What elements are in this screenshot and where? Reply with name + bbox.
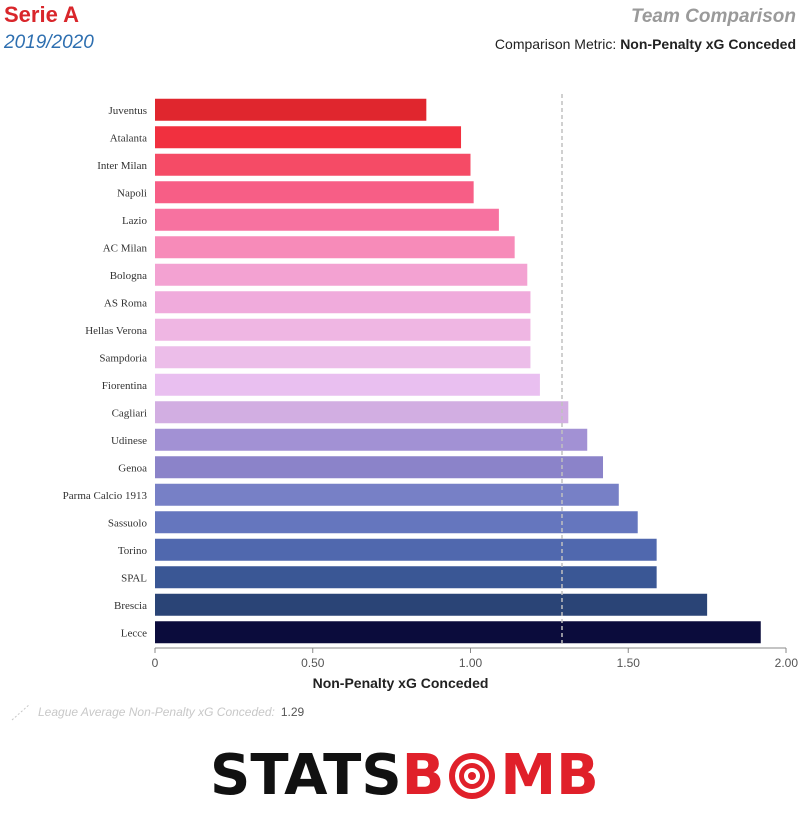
team-label: Lazio <box>122 215 148 227</box>
team-label: SPAL <box>121 572 147 584</box>
team-label: Fiorentina <box>102 380 147 392</box>
x-tick-label: 1.50 <box>617 656 641 670</box>
target-icon <box>449 753 496 799</box>
league-title: Serie A <box>4 2 80 27</box>
team-label: Udinese <box>111 435 147 447</box>
bar-sassuolo <box>155 511 638 534</box>
logo-letters-mb: MB <box>500 743 599 808</box>
team-label: Lecce <box>121 627 147 639</box>
team-label: Torino <box>118 545 148 557</box>
x-tick-label: 0.50 <box>301 656 325 670</box>
average-label: League Average Non-Penalty xG Conceded: <box>38 705 275 719</box>
bar-inter-milan <box>155 153 471 176</box>
bar-spal <box>155 566 657 589</box>
metric-prefix: Comparison Metric: <box>494 36 617 52</box>
bar-atalanta <box>155 126 462 149</box>
team-label: Bologna <box>110 270 147 282</box>
average-value: 1.29 <box>280 705 305 719</box>
bar-bologna <box>155 263 528 286</box>
metric-value: Non-Penalty xG Conceded <box>620 36 796 52</box>
bar-genoa <box>155 456 604 479</box>
team-label: Sampdoria <box>99 352 147 364</box>
bar-torino <box>155 538 657 561</box>
team-label: Sassuolo <box>108 517 148 529</box>
team-label: Brescia <box>114 600 147 612</box>
bar-brescia <box>155 593 708 616</box>
x-tick-label: 0 <box>152 656 159 670</box>
season-label: 2019/2020 <box>4 32 94 53</box>
x-tick-label: 1.00 <box>459 656 483 670</box>
bar-cagliari <box>155 401 569 424</box>
team-label: Atalanta <box>110 132 147 144</box>
bar-parma-calcio-1913 <box>155 483 619 506</box>
bar-chart: Juventus Atalanta Inter Milan Napoli Lazio AC… <box>63 94 799 691</box>
team-label: Hellas Verona <box>85 325 147 337</box>
bar-as-roma <box>155 291 531 314</box>
bar-udinese <box>155 428 588 451</box>
team-label: Cagliari <box>112 407 147 419</box>
statsbomb-logo: STATS B MB <box>210 748 599 804</box>
bar-juventus <box>155 98 427 121</box>
bar-lecce <box>155 621 761 644</box>
bar-ac-milan <box>155 236 515 259</box>
team-label: Genoa <box>118 462 147 474</box>
team-label: Napoli <box>117 187 147 199</box>
metric-line: Comparison Metric: Non-Penalty xG Conced… <box>495 36 796 52</box>
logo-letter-b: B <box>401 743 445 808</box>
bar-sampdoria <box>155 346 531 369</box>
team-label: AC Milan <box>103 242 148 254</box>
bar-fiorentina <box>155 373 540 396</box>
bar-hellas-verona <box>155 318 531 341</box>
x-tick-label: 2.00 <box>775 656 799 670</box>
team-label: AS Roma <box>104 297 147 309</box>
average-legend: League Average Non-Penalty xG Conceded: … <box>10 702 304 722</box>
bar-napoli <box>155 181 474 204</box>
team-label: Inter Milan <box>97 160 147 172</box>
bar-lazio <box>155 208 499 231</box>
logo-text-black: STATS <box>210 743 402 808</box>
dashed-line-icon <box>11 703 31 721</box>
logo-text-red: B MB <box>402 748 599 804</box>
team-label: Parma Calcio 1913 <box>63 490 148 502</box>
team-label: Juventus <box>109 105 148 117</box>
x-axis-title: Non-Penalty xG Conceded <box>313 675 489 691</box>
page-title: Team Comparison <box>630 6 796 27</box>
